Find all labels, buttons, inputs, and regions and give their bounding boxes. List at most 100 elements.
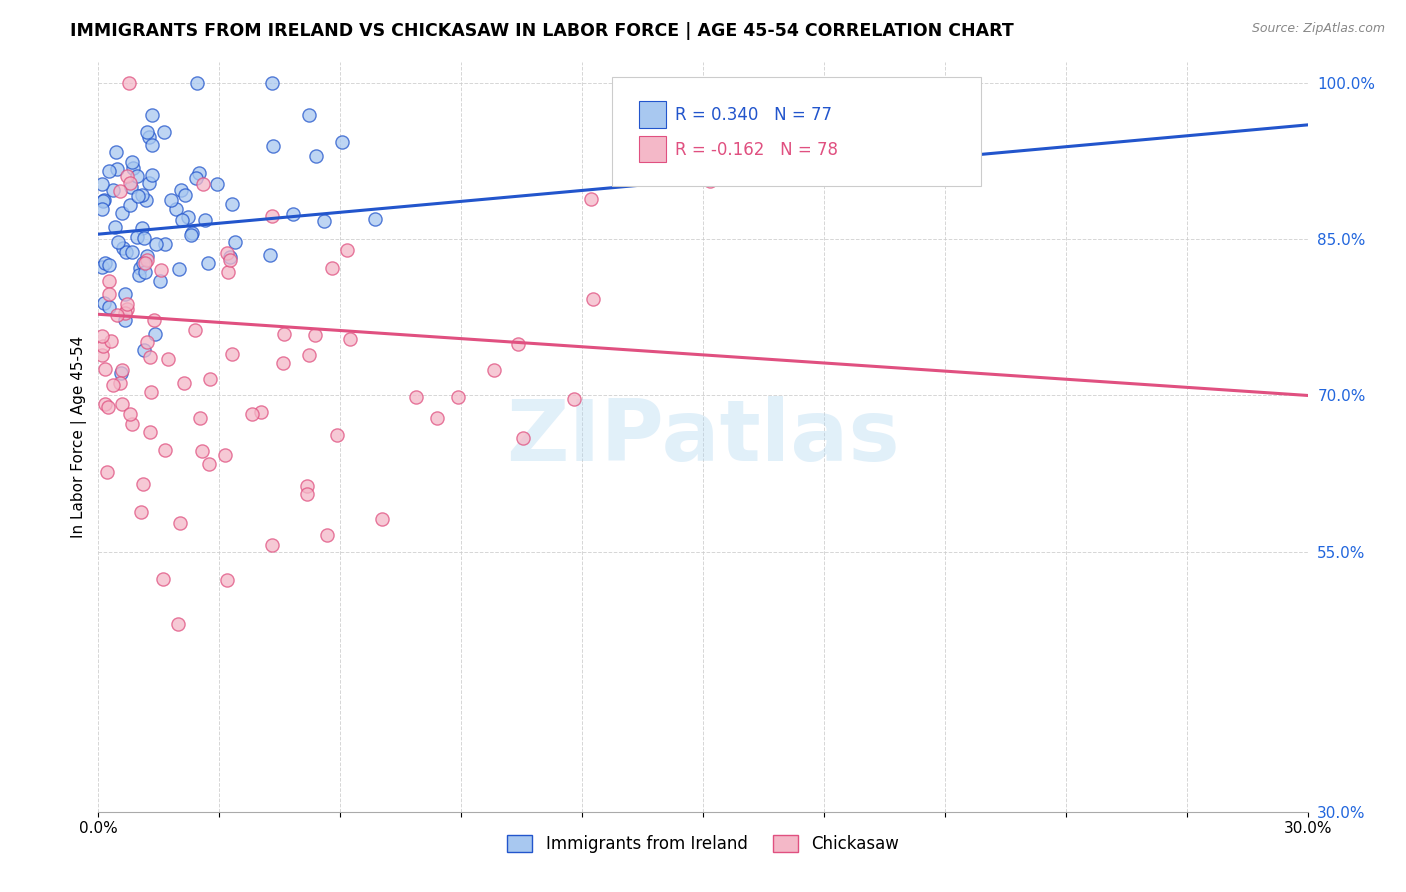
- Point: [167, 262, 190, 277]
- Point: [111, 206, 134, 220]
- Point: [128, 268, 150, 283]
- Point: [115, 302, 138, 317]
- Point: [108, 376, 131, 390]
- Point: [93, 193, 115, 207]
- Point: [339, 332, 361, 346]
- Point: [260, 537, 283, 551]
- Point: [91, 328, 114, 343]
- Point: [97, 258, 120, 272]
- FancyBboxPatch shape: [613, 78, 981, 186]
- Point: [262, 139, 284, 153]
- Point: [139, 384, 162, 399]
- Point: [699, 174, 721, 188]
- Point: [364, 212, 387, 227]
- Point: [188, 166, 211, 180]
- Point: [138, 176, 160, 190]
- Y-axis label: In Labor Force | Age 45-54: In Labor Force | Age 45-54: [72, 336, 87, 538]
- Point: [91, 202, 114, 217]
- Point: [145, 237, 167, 252]
- Point: [91, 348, 114, 362]
- Point: [152, 125, 174, 139]
- Point: [405, 390, 427, 404]
- Point: [121, 155, 143, 169]
- Legend: Immigrants from Ireland, Chickasaw: Immigrants from Ireland, Chickasaw: [501, 828, 905, 860]
- Point: [198, 372, 221, 386]
- Point: [156, 352, 179, 367]
- Point: [184, 323, 207, 337]
- Point: [111, 396, 134, 410]
- Point: [186, 76, 208, 90]
- Point: [262, 76, 284, 90]
- Point: [122, 161, 145, 175]
- Point: [114, 287, 136, 301]
- Point: [149, 274, 172, 288]
- Point: [132, 256, 155, 270]
- Point: [101, 183, 124, 197]
- Point: [165, 202, 187, 216]
- Point: [298, 108, 321, 122]
- Point: [118, 76, 141, 90]
- Point: [426, 411, 449, 425]
- Point: [506, 337, 529, 351]
- Point: [167, 617, 190, 632]
- Point: [138, 425, 160, 440]
- Point: [224, 235, 246, 250]
- Point: [121, 245, 143, 260]
- Point: [217, 246, 239, 260]
- Point: [191, 443, 214, 458]
- Point: [132, 231, 155, 245]
- Point: [198, 457, 221, 471]
- Point: [180, 227, 202, 241]
- Point: [214, 448, 236, 462]
- Point: [173, 376, 195, 390]
- Point: [114, 305, 136, 319]
- Point: [326, 428, 349, 442]
- Point: [152, 573, 174, 587]
- Point: [141, 169, 163, 183]
- Point: [136, 335, 159, 350]
- Point: [127, 189, 149, 203]
- Text: Source: ZipAtlas.com: Source: ZipAtlas.com: [1251, 22, 1385, 36]
- Point: [131, 220, 153, 235]
- Point: [188, 411, 211, 425]
- Point: [132, 477, 155, 491]
- Point: [96, 466, 118, 480]
- Point: [121, 180, 143, 194]
- Point: [177, 210, 200, 224]
- Point: [194, 213, 217, 227]
- Point: [193, 177, 215, 191]
- Point: [94, 256, 117, 270]
- Point: [104, 219, 127, 234]
- Point: [169, 516, 191, 530]
- Point: [240, 407, 263, 421]
- Point: [134, 343, 156, 357]
- Text: R = 0.340   N = 77: R = 0.340 N = 77: [675, 106, 832, 124]
- Point: [180, 227, 202, 242]
- Point: [447, 390, 470, 404]
- Point: [170, 183, 193, 197]
- Point: [94, 361, 117, 376]
- Point: [129, 261, 152, 276]
- Point: [304, 327, 326, 342]
- Point: [186, 171, 208, 186]
- Point: [160, 194, 183, 208]
- Point: [98, 163, 121, 178]
- Point: [107, 162, 129, 177]
- Point: [205, 178, 228, 192]
- Point: [134, 265, 156, 279]
- Point: [93, 194, 115, 208]
- Point: [153, 236, 176, 251]
- Point: [273, 326, 295, 341]
- Point: [114, 312, 136, 326]
- Point: [215, 573, 238, 587]
- Point: [118, 408, 141, 422]
- Point: [153, 442, 176, 457]
- Point: [114, 244, 136, 259]
- Point: [98, 287, 121, 301]
- Point: [330, 136, 353, 150]
- Point: [170, 213, 193, 227]
- Point: [108, 184, 131, 198]
- Point: [221, 196, 243, 211]
- Point: [98, 274, 121, 288]
- Point: [219, 253, 242, 268]
